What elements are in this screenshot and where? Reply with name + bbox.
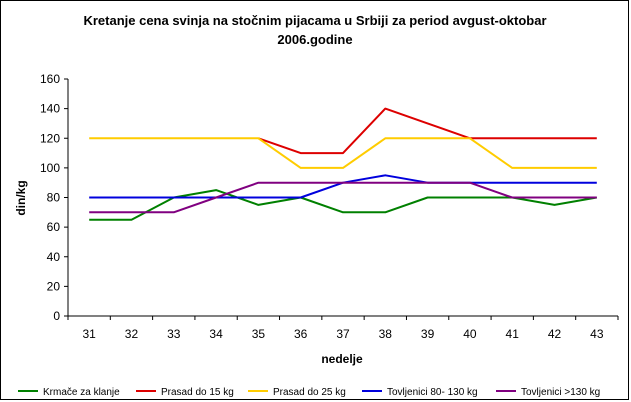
x-tick-label: 38 — [379, 327, 393, 341]
legend-item: Prasad do 25 kg — [248, 387, 346, 398]
x-axis-title: nedelje — [321, 352, 363, 366]
y-tick-label: 20 — [47, 279, 61, 293]
chart-title-line-1: Kretanje cena svinja na stočnim pijacama… — [83, 13, 546, 28]
y-axis-title: din/kg — [14, 180, 28, 215]
axes: 0 20 40 60 80 100 120 140 160 31 32 33 34 35 36 37 38 39 4… — [40, 72, 619, 341]
legend-label: Tovljenici 80- 130 kg — [387, 387, 478, 398]
legend-label: Krmače za klanje — [43, 387, 120, 398]
legend-item: Tovljenici >130 kg — [496, 387, 600, 398]
series-3 — [89, 174, 597, 199]
x-tick-label: 36 — [294, 327, 308, 341]
y-tick-label: 100 — [40, 161, 60, 175]
y-tick-label: 160 — [40, 72, 60, 86]
legend: Krmače za klanje Prasad do 15 kg Prasad do… — [18, 387, 600, 398]
x-tick-label: 32 — [125, 327, 139, 341]
series-0 — [89, 189, 597, 221]
legend-label: Tovljenici >130 kg — [521, 387, 600, 398]
x-tick-label: 43 — [590, 327, 604, 341]
legend-item: Prasad do 15 kg — [136, 387, 234, 398]
y-tick-label: 140 — [40, 102, 60, 116]
x-tick-label: 31 — [82, 327, 96, 341]
series-line — [258, 107, 597, 155]
x-tick-label: 41 — [506, 327, 520, 341]
chart-title-line-2: 2006.godine — [277, 32, 352, 47]
series-line — [89, 137, 597, 169]
series-2 — [89, 137, 597, 169]
legend-item: Krmače za klanje — [18, 387, 120, 398]
y-tick-label: 0 — [53, 309, 60, 323]
series-4 — [89, 181, 597, 214]
x-tick-label: 39 — [421, 327, 435, 341]
legend-label: Prasad do 15 kg — [161, 387, 234, 398]
series-line — [89, 181, 597, 214]
x-tick-label: 34 — [209, 327, 223, 341]
x-tick-label: 35 — [252, 327, 266, 341]
legend-label: Prasad do 25 kg — [273, 387, 346, 398]
series-line — [89, 189, 597, 221]
y-tick-label: 120 — [40, 131, 60, 145]
series-line — [89, 174, 597, 199]
y-tick-label: 60 — [47, 220, 61, 234]
y-tick-label: 80 — [47, 191, 61, 205]
y-tick-label: 40 — [47, 250, 61, 264]
legend-item: Tovljenici 80- 130 kg — [362, 387, 478, 398]
x-tick-label: 42 — [548, 327, 562, 341]
series-1 — [258, 107, 597, 155]
x-tick-label: 40 — [463, 327, 477, 341]
x-tick-label: 33 — [167, 327, 181, 341]
x-tick-label: 37 — [336, 327, 350, 341]
series-layer — [89, 107, 597, 221]
